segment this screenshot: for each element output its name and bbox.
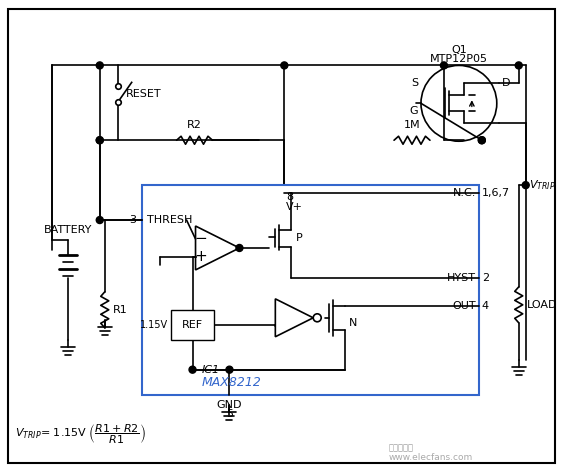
Text: −: − <box>194 231 207 246</box>
Circle shape <box>226 366 233 373</box>
Text: REF: REF <box>182 320 203 330</box>
Circle shape <box>96 62 103 69</box>
Text: RESET: RESET <box>126 89 161 99</box>
Text: S: S <box>411 78 418 88</box>
Text: Q1: Q1 <box>451 45 467 55</box>
Text: www.elecfans.com: www.elecfans.com <box>389 453 473 462</box>
Text: MTP12P05: MTP12P05 <box>430 54 488 65</box>
Text: 电子发烧友: 电子发烧友 <box>389 443 414 452</box>
Circle shape <box>478 137 485 144</box>
Text: $V_{TRIP}$: $V_{TRIP}$ <box>528 178 556 192</box>
Text: R2: R2 <box>187 120 202 130</box>
Text: BATTERY: BATTERY <box>43 225 92 235</box>
Text: 5: 5 <box>226 409 233 419</box>
Text: +: + <box>194 249 207 264</box>
Circle shape <box>281 62 288 69</box>
Text: G: G <box>409 106 418 116</box>
Text: IC1: IC1 <box>201 365 219 375</box>
Text: 2: 2 <box>482 273 489 283</box>
Circle shape <box>96 137 103 144</box>
Circle shape <box>96 137 103 144</box>
Text: R1: R1 <box>113 305 127 315</box>
Text: P: P <box>296 233 303 243</box>
Text: V+: V+ <box>287 202 303 212</box>
Text: LOAD: LOAD <box>527 300 557 310</box>
Text: OUT: OUT <box>452 301 476 311</box>
Circle shape <box>96 217 103 224</box>
Bar <box>170 310 214 340</box>
Text: 1.15V: 1.15V <box>139 320 168 330</box>
Text: 8: 8 <box>287 192 293 202</box>
Circle shape <box>440 62 447 69</box>
Text: 1M: 1M <box>404 120 420 130</box>
Text: MAX8212: MAX8212 <box>201 376 261 389</box>
Circle shape <box>515 62 522 69</box>
Bar <box>142 185 479 395</box>
Circle shape <box>522 182 529 189</box>
Text: THRESH: THRESH <box>147 215 192 225</box>
Text: 1,6,7: 1,6,7 <box>482 188 510 198</box>
Text: N: N <box>349 318 358 328</box>
Text: HYST: HYST <box>447 273 476 283</box>
Circle shape <box>478 137 485 144</box>
Text: $V_{TRIP}$= 1.15V $\left(\dfrac{R1+R2}{R1}\right)$: $V_{TRIP}$= 1.15V $\left(\dfrac{R1+R2}{R… <box>15 423 146 446</box>
Text: D: D <box>502 78 510 88</box>
Text: 4: 4 <box>482 301 489 311</box>
Circle shape <box>236 244 243 252</box>
Text: N.C.: N.C. <box>452 188 476 198</box>
Circle shape <box>189 366 196 373</box>
Text: 3: 3 <box>130 215 136 225</box>
Text: GND: GND <box>217 400 242 410</box>
